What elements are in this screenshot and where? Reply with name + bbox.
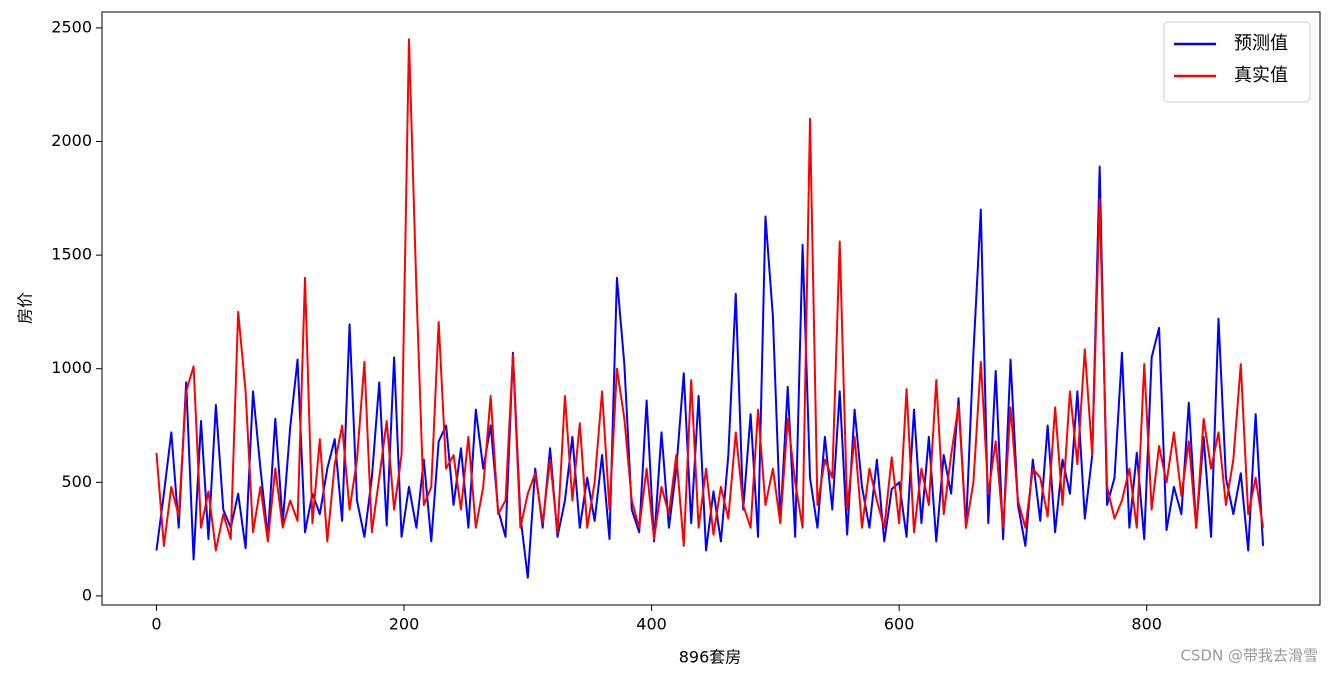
y-axis-label: 房价: [16, 292, 35, 324]
plot-frame: [101, 11, 1321, 606]
y-tick-label: 500: [61, 472, 92, 491]
y-tick-label: 1000: [51, 358, 92, 377]
watermark: CSDN @带我去滑雪: [1180, 647, 1318, 665]
legend-label: 真实值: [1234, 65, 1288, 86]
y-tick-label: 2000: [51, 131, 92, 150]
legend-box: [1163, 21, 1311, 103]
x-axis-label: 896套房: [679, 648, 742, 667]
x-tick-label: 400: [636, 615, 667, 634]
legend-label: 预测值: [1234, 33, 1288, 54]
line-series: [155, 165, 1265, 579]
y-tick-label: 0: [82, 585, 92, 604]
x-tick-label: 200: [389, 615, 420, 634]
line-series: [155, 38, 1265, 552]
y-tick-label: 1500: [51, 245, 92, 264]
x-tick-label: 800: [1131, 615, 1162, 634]
x-tick-label: 600: [884, 615, 915, 634]
x-tick-label: 0: [151, 615, 161, 634]
y-tick-label: 2500: [51, 17, 92, 36]
